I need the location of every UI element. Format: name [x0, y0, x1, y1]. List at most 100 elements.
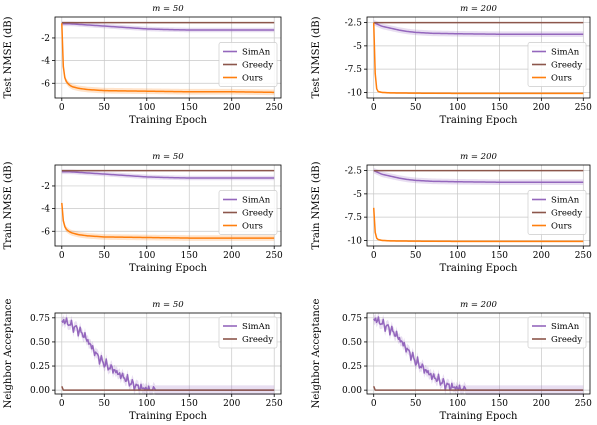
axes-frame	[54, 312, 282, 395]
legend-label-greedy: Greedy	[242, 335, 273, 345]
x-tick-label: 100	[449, 251, 466, 261]
legend-box	[218, 316, 278, 349]
x-tick-label: 0	[371, 399, 377, 409]
x-tick-label: 250	[266, 251, 283, 261]
x-tick-label: 200	[223, 103, 240, 113]
x-tick-label: 200	[223, 251, 240, 261]
legend-box	[527, 190, 587, 235]
legend-label-greedy: Greedy	[551, 335, 582, 345]
legend-box	[218, 42, 278, 87]
y-axis-label: Test NMSE (dB)	[3, 16, 14, 98]
legend-label-siman: SimAn	[551, 196, 580, 206]
legend: SimAn Greedy Ours	[527, 42, 587, 87]
legend: SimAn Greedy Ours	[527, 190, 587, 235]
y-tick-label: -5	[353, 42, 362, 52]
series-line-greedy	[61, 386, 275, 391]
legend-box	[527, 42, 587, 87]
legend-label-siman: SimAn	[551, 322, 580, 332]
x-tick-label: 100	[138, 103, 155, 113]
y-tick-label: 0.00	[30, 386, 50, 396]
y-tick-label: 0.50	[30, 338, 50, 348]
legend: SimAn Greedy	[218, 316, 278, 349]
y-axis-label: Neighbor Acceptance	[3, 299, 14, 409]
x-tick-label: 250	[266, 399, 283, 409]
y-axis-label: Test NMSE (dB)	[311, 16, 322, 98]
x-axis-label: Training Epoch	[439, 263, 518, 274]
legend-box	[527, 316, 587, 349]
x-tick-label: 100	[138, 251, 155, 261]
x-tick-label: 200	[533, 103, 550, 113]
x-tick-label: 0	[59, 399, 65, 409]
y-tick-label: 0.25	[30, 362, 50, 372]
x-tick-label: 100	[449, 399, 466, 409]
x-tick-label: 150	[491, 103, 508, 113]
legend: SimAn Greedy	[527, 316, 587, 349]
legend-label-ours: Ours	[551, 74, 572, 84]
y-tick-label: -6	[41, 227, 50, 237]
x-tick-label: 50	[99, 399, 111, 409]
x-tick-label: 50	[410, 103, 422, 113]
chart-panel-2: 0 50 100 150 200 250 -2 -4 -6 m = 50 Training Epoc…	[3, 152, 283, 274]
legend-box	[218, 190, 278, 235]
x-tick-label: 150	[491, 399, 508, 409]
x-tick-label: 150	[491, 251, 508, 261]
y-tick-label: 0.75	[342, 314, 362, 324]
y-axis-label: Train NMSE (dB)	[311, 161, 322, 249]
axes-frame	[366, 164, 591, 247]
chart-panel-3: 0 50 100 150 200 250 -2.5 -5 -7.5 -10 m = 200 Train…	[311, 152, 592, 274]
x-tick-label: 100	[449, 103, 466, 113]
y-tick-label: -5	[353, 190, 362, 200]
y-tick-label: 0.25	[342, 362, 362, 372]
x-tick-label: 50	[410, 251, 422, 261]
x-tick-label: 250	[266, 103, 283, 113]
x-axis-label: Training Epoch	[439, 411, 518, 422]
y-tick-label: 0.75	[30, 314, 50, 324]
chart-panel-1: 0 50 100 150 200 250 -2.5 -5 -7.5 -10 m = 200 Train…	[311, 4, 592, 126]
x-axis-label: Training Epoch	[129, 411, 208, 422]
chart-panel-4: 0 50 100 150 200 250 0.00 0.25 0.50 0.75 m = 50 Tra…	[3, 299, 283, 422]
series-line-siman	[61, 171, 275, 179]
legend-label-ours: Ours	[242, 222, 263, 232]
y-tick-label: -2.5	[345, 167, 363, 177]
legend-label-ours: Ours	[242, 74, 263, 84]
y-tick-label: -7.5	[345, 213, 363, 223]
x-tick-label: 150	[181, 103, 198, 113]
x-tick-label: 0	[59, 103, 65, 113]
x-tick-label: 50	[99, 103, 111, 113]
legend-label-siman: SimAn	[242, 196, 271, 206]
y-tick-label: -6	[41, 79, 50, 89]
y-tick-label: -2	[41, 182, 50, 192]
x-axis-label: Training Epoch	[439, 115, 518, 126]
chart-title: m = 50	[152, 300, 184, 310]
y-axis-label: Train NMSE (dB)	[3, 161, 14, 249]
x-tick-label: 50	[410, 399, 422, 409]
legend-label-siman: SimAn	[242, 322, 271, 332]
y-tick-label: -2.5	[345, 19, 363, 29]
x-tick-label: 250	[575, 103, 592, 113]
legend-label-siman: SimAn	[242, 48, 271, 58]
axes-frame	[54, 16, 282, 99]
chart-title: m = 200	[460, 152, 497, 162]
y-tick-label: -2	[41, 34, 50, 44]
legend-label-greedy: Greedy	[551, 61, 582, 71]
series-band-ours	[61, 200, 275, 241]
series-line-siman	[373, 21, 584, 35]
x-tick-label: 0	[371, 103, 377, 113]
x-tick-label: 150	[181, 251, 198, 261]
axes-frame	[366, 312, 591, 395]
legend-label-ours: Ours	[551, 222, 572, 232]
series-band-ours	[61, 20, 275, 96]
x-tick-label: 200	[533, 251, 550, 261]
chart-panel-5: 0 50 100 150 200 250 0.00 0.25 0.50 0.75 m = 200 Tr…	[311, 299, 592, 422]
legend: SimAn Greedy Ours	[218, 42, 278, 87]
series-line-ours	[372, 207, 584, 243]
legend-label-greedy: Greedy	[551, 209, 582, 219]
legend: SimAn Greedy Ours	[218, 190, 278, 235]
y-tick-label: -4	[41, 57, 50, 67]
y-tick-label: 0.00	[342, 386, 362, 396]
series-line-ours	[61, 202, 275, 239]
y-axis-label: Neighbor Acceptance	[311, 299, 322, 409]
chart-title: m = 200	[460, 300, 497, 310]
series-line-ours	[372, 22, 584, 95]
